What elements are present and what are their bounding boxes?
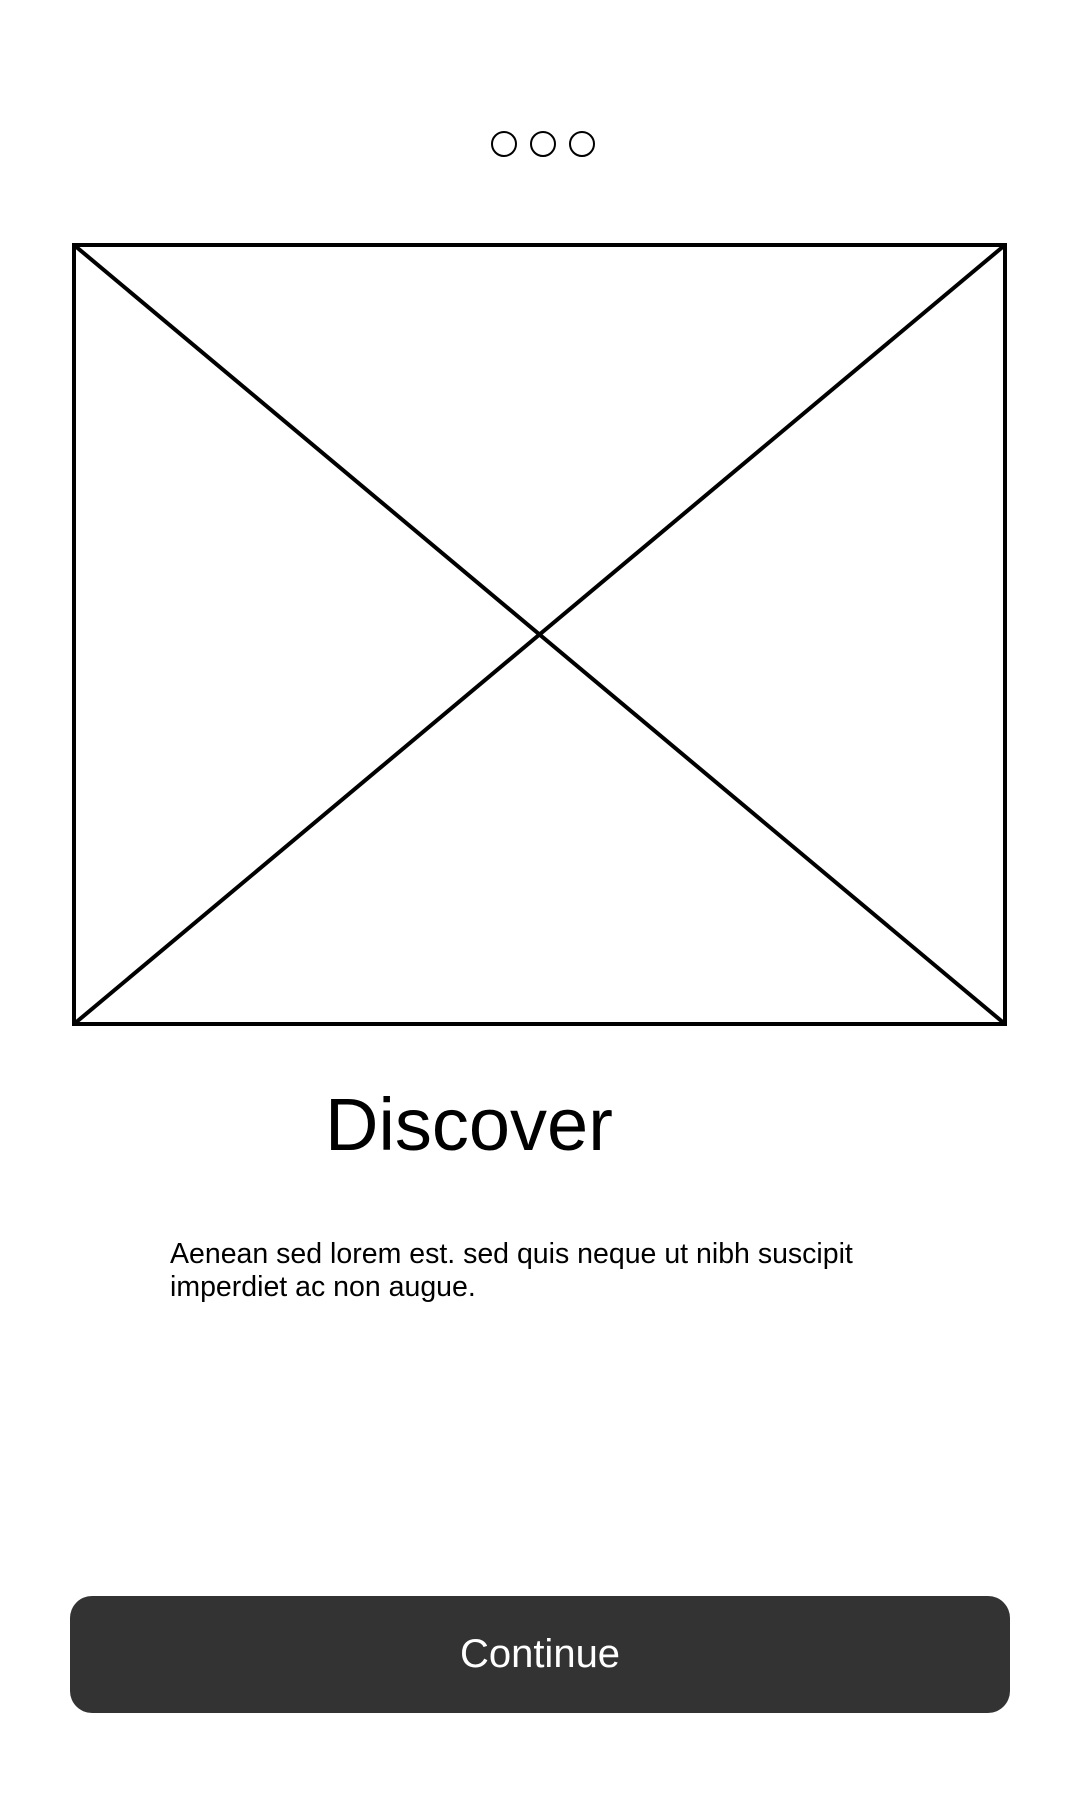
image-placeholder-icon — [72, 243, 1007, 1026]
description-text: Aenean sed lorem est. sed quis neque ut … — [170, 1238, 853, 1303]
page-indicator — [0, 131, 1080, 157]
page-dot-1[interactable] — [491, 131, 517, 157]
page-dot-3[interactable] — [569, 131, 595, 157]
page-title: Discover — [325, 1083, 613, 1166]
continue-button[interactable]: Continue — [70, 1596, 1010, 1713]
image-placeholder — [72, 243, 1007, 1026]
page-dot-2[interactable] — [530, 131, 556, 157]
